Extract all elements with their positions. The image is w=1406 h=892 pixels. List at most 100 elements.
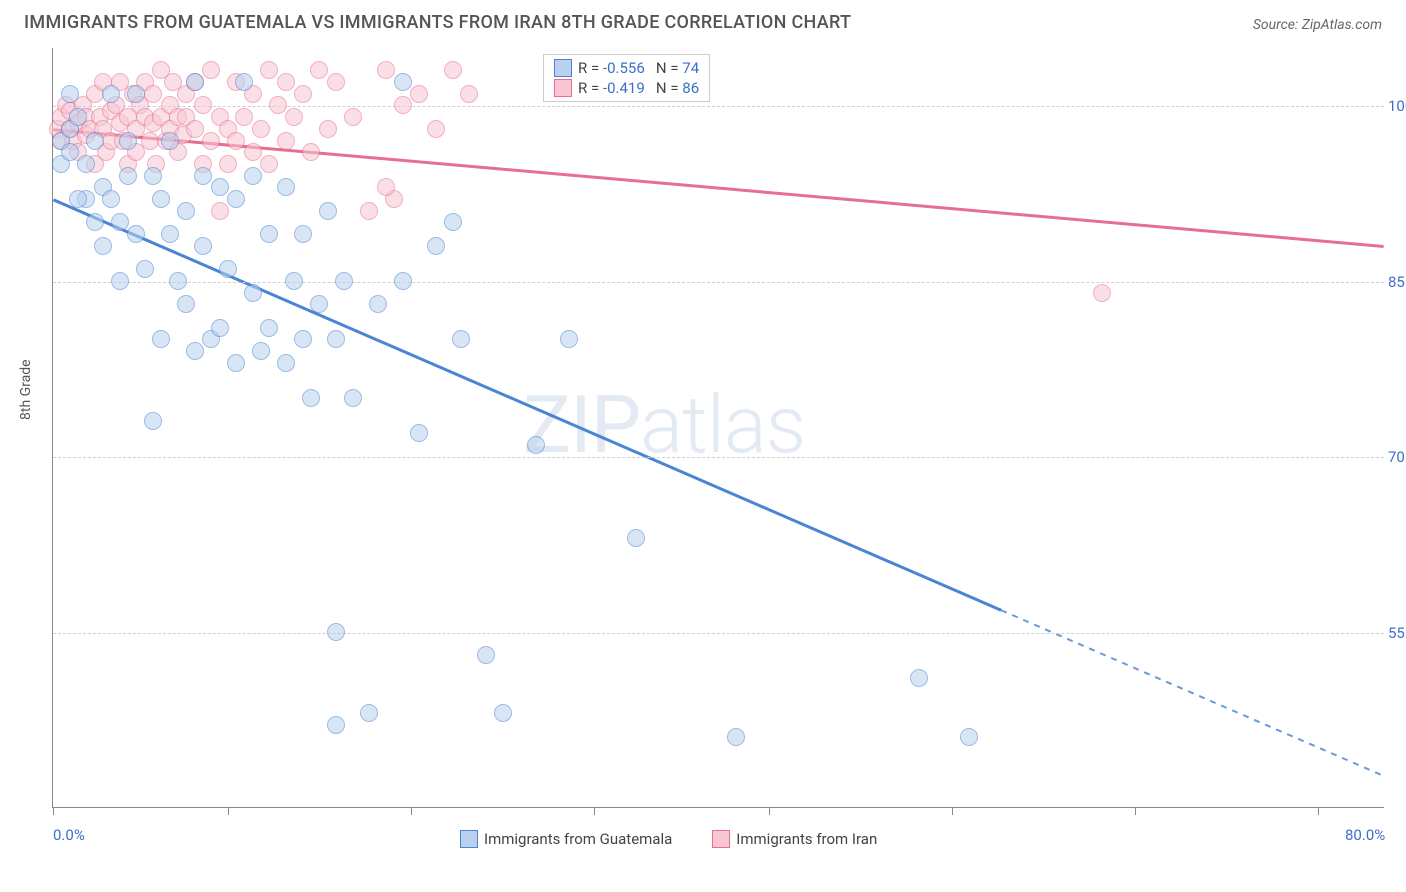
scatter-point: [161, 225, 179, 243]
legend-swatch: [460, 830, 478, 848]
scatter-point: [277, 73, 295, 91]
scatter-point: [269, 96, 287, 114]
scatter-point: [86, 132, 104, 150]
scatter-point: [69, 108, 87, 126]
scatter-point: [444, 213, 462, 231]
scatter-point: [235, 108, 253, 126]
x-tick-label: 80.0%: [1345, 826, 1385, 844]
scatter-point: [244, 284, 262, 302]
scatter-point: [327, 623, 345, 641]
scatter-point: [327, 73, 345, 91]
scatter-point: [377, 61, 395, 79]
scatter-point: [494, 704, 512, 722]
y-tick-label: 100.0%: [1388, 97, 1406, 115]
scatter-point: [452, 330, 470, 348]
title-bar: IMMIGRANTS FROM GUATEMALA VS IMMIGRANTS …: [0, 0, 1406, 41]
scatter-point: [202, 132, 220, 150]
scatter-point: [327, 330, 345, 348]
y-tick-label: 70.0%: [1388, 448, 1406, 466]
scatter-point: [119, 167, 137, 185]
scatter-point: [910, 669, 928, 687]
gridline: [53, 106, 1384, 107]
scatter-point: [94, 237, 112, 255]
scatter-point: [252, 120, 270, 138]
x-tick-label: 0.0%: [53, 826, 85, 844]
scatter-point: [477, 646, 495, 664]
scatter-point: [244, 167, 262, 185]
scatter-point: [285, 272, 303, 290]
x-tick: [53, 807, 54, 815]
scatter-point: [394, 96, 412, 114]
scatter-point: [227, 132, 245, 150]
x-tick: [411, 807, 412, 815]
scatter-point: [119, 132, 137, 150]
scatter-point: [211, 202, 229, 220]
scatter-point: [369, 295, 387, 313]
scatter-point: [260, 225, 278, 243]
scatter-point: [260, 61, 278, 79]
legend-correlation: R = -0.556 N = 74 R = -0.419 N = 86: [543, 54, 710, 102]
legend-bottom: Immigrants from GuatemalaImmigrants from…: [460, 830, 877, 848]
legend-item: Immigrants from Guatemala: [460, 830, 672, 848]
scatter-point: [410, 85, 428, 103]
scatter-point: [560, 330, 578, 348]
scatter-point: [127, 85, 145, 103]
legend-row: R = -0.556 N = 74: [554, 59, 699, 77]
scatter-point: [144, 85, 162, 103]
scatter-point: [960, 728, 978, 746]
scatter-point: [186, 120, 204, 138]
scatter-point: [260, 155, 278, 173]
scatter-point: [444, 61, 462, 79]
scatter-point: [1093, 284, 1111, 302]
legend-text: R = -0.556 N = 74: [578, 59, 699, 77]
y-tick-label: 55.0%: [1388, 624, 1406, 642]
scatter-point: [377, 178, 395, 196]
scatter-point: [360, 202, 378, 220]
scatter-point: [294, 225, 312, 243]
scatter-point: [202, 61, 220, 79]
scatter-point: [211, 319, 229, 337]
scatter-point: [136, 260, 154, 278]
scatter-point: [177, 295, 195, 313]
scatter-point: [394, 272, 412, 290]
scatter-point: [302, 389, 320, 407]
scatter-point: [61, 85, 79, 103]
scatter-point: [327, 716, 345, 734]
scatter-point: [169, 272, 187, 290]
scatter-point: [219, 155, 237, 173]
y-axis-label: 8th Grade: [18, 359, 34, 420]
trend-lines: [53, 48, 1384, 807]
scatter-point: [177, 202, 195, 220]
source-label: Source: ZipAtlas.com: [1253, 17, 1382, 33]
scatter-point: [277, 178, 295, 196]
scatter-point: [294, 85, 312, 103]
scatter-point: [260, 319, 278, 337]
scatter-point: [144, 167, 162, 185]
scatter-point: [410, 424, 428, 442]
scatter-point: [152, 190, 170, 208]
scatter-point: [127, 225, 145, 243]
x-tick: [1318, 807, 1319, 815]
scatter-point: [527, 436, 545, 454]
scatter-point: [394, 73, 412, 91]
scatter-point: [244, 143, 262, 161]
scatter-point: [344, 389, 362, 407]
scatter-point: [144, 412, 162, 430]
x-tick: [952, 807, 953, 815]
scatter-point: [111, 272, 129, 290]
gridline: [53, 633, 1384, 634]
scatter-point: [235, 73, 253, 91]
scatter-point: [727, 728, 745, 746]
scatter-point: [227, 190, 245, 208]
scatter-point: [77, 155, 95, 173]
chart-title: IMMIGRANTS FROM GUATEMALA VS IMMIGRANTS …: [24, 12, 851, 33]
scatter-point: [627, 529, 645, 547]
legend-swatch: [554, 59, 572, 77]
scatter-point: [277, 354, 295, 372]
legend-label: Immigrants from Guatemala: [484, 830, 672, 848]
scatter-point: [460, 85, 478, 103]
scatter-point: [360, 704, 378, 722]
scatter-point: [294, 330, 312, 348]
legend-swatch: [554, 79, 572, 97]
scatter-point: [427, 237, 445, 255]
